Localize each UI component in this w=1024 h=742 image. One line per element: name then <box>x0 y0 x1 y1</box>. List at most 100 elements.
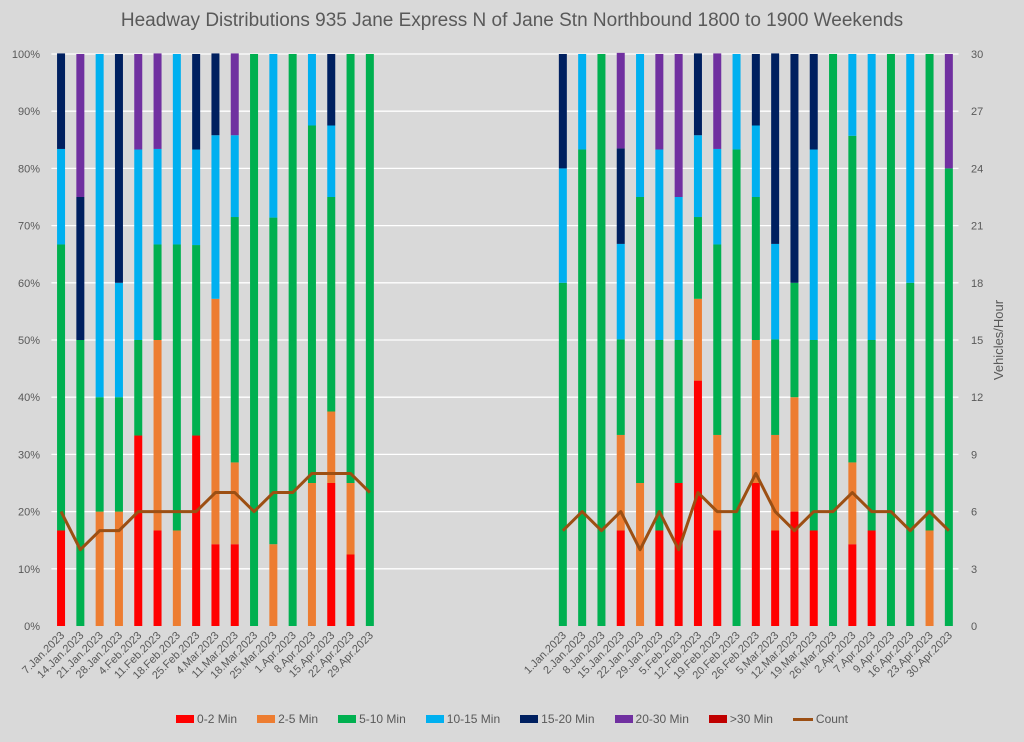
y2-tick-label: 12 <box>971 392 983 404</box>
bar-segment-0-2-min <box>57 530 66 626</box>
bar-segment-2-5-min <box>751 340 760 483</box>
bar-segment-5-10-min <box>269 217 278 545</box>
bar-segment-0-2-min <box>346 554 355 626</box>
bar-stack <box>616 52 625 626</box>
bar-segment-10-15-min <box>713 148 722 245</box>
y2-tick-label: 21 <box>971 221 983 233</box>
bar-segment-10-15-min <box>57 148 66 245</box>
bar-segment-5-10-min <box>288 54 297 626</box>
bar-segment-5-10-min <box>597 54 606 626</box>
bar-segment-5-10-min <box>867 340 876 531</box>
bar-stack <box>346 54 355 626</box>
y-tick-label: 90% <box>18 106 40 118</box>
bar-segment-20-30-min <box>134 54 143 150</box>
bar-stack <box>192 54 201 626</box>
legend: 0-2 Min 2-5 Min 5-10 Min 10-15 Min 15-20 Min… <box>0 712 1024 726</box>
bar-stack <box>558 54 567 626</box>
legend-label: 15-20 Min <box>541 712 595 726</box>
legend-item: >30 Min <box>708 712 773 726</box>
bar-segment-15-20-min <box>751 54 760 126</box>
legend-item: 20-30 Min <box>614 712 689 726</box>
bar-segment-2-5-min <box>636 483 645 626</box>
bar-segment-2-5-min <box>269 544 278 626</box>
bar-segment-0-2-min <box>230 544 239 626</box>
bar-segment-5-10-min <box>250 54 259 626</box>
bar-segment-10-15-min <box>558 168 567 283</box>
y-tick-label: 0% <box>24 621 40 633</box>
bar-segment-10-15-min <box>192 149 201 246</box>
bar-segment-2-5-min <box>616 434 625 531</box>
bar-segment-0-2-min <box>655 530 664 626</box>
bar-segment-10-15-min <box>307 54 316 126</box>
bar-stack <box>172 54 181 626</box>
bar-segment-10-15-min <box>578 54 587 150</box>
bar-segment-5-10-min <box>558 282 567 626</box>
bar-segment-2-5-min <box>713 434 722 531</box>
bar-segment-2-5-min <box>925 530 934 626</box>
bar-segment-5-10-min <box>809 340 818 531</box>
bar-segment-2-5-min <box>790 397 799 512</box>
y2-tick-label: 15 <box>971 335 983 347</box>
y-tick-label: 80% <box>18 163 40 175</box>
bar-segment-5-10-min <box>153 244 162 340</box>
bar-stack <box>771 53 780 626</box>
bar-segment-5-10-min <box>790 282 799 398</box>
bar-segment-10-15-min <box>172 54 181 245</box>
bar-stack <box>211 53 220 626</box>
bar-stack <box>288 54 297 626</box>
bar-segment-20-30-min <box>76 54 85 197</box>
legend-item: 0-2 Min <box>176 712 237 726</box>
bar-segment-5-10-min <box>713 244 722 435</box>
bar-segment-0-2-min <box>809 530 818 626</box>
bar-stack <box>790 54 799 626</box>
y-axis-ticks: 0% 10% 20% 30% 40% 50% 60% 70% 80% 90% 100% <box>12 49 40 633</box>
bar-segment-15-20-min <box>57 53 66 149</box>
y-tick-label: 60% <box>18 278 40 290</box>
bar-stack <box>114 54 123 626</box>
bar-stack <box>848 54 857 626</box>
y2-tick-label: 30 <box>971 49 983 61</box>
bar-stack <box>829 54 838 626</box>
bar-segment-0-2-min <box>192 435 201 626</box>
legend-label: 2-5 Min <box>278 712 319 726</box>
legend-label: 5-10 Min <box>359 712 406 726</box>
legend-swatch <box>176 715 195 723</box>
legend-swatch <box>338 715 357 723</box>
bar-stack <box>153 53 162 626</box>
bar-segment-10-15-min <box>114 282 123 398</box>
bar-segment-5-10-min <box>57 244 66 531</box>
bar-segment-2-5-min <box>114 511 123 626</box>
bar-segment-2-5-min <box>95 511 104 626</box>
bar-segment-5-10-min <box>944 168 953 626</box>
bar-stack <box>134 54 143 626</box>
bar-segment-10-15-min <box>732 54 741 150</box>
bar-segment-5-10-min <box>95 397 104 512</box>
y2-axis-ticks: 0 3 6 9 12 15 18 21 24 27 30 <box>971 49 983 633</box>
bar-segment-5-10-min <box>134 340 143 436</box>
bar-stack <box>95 54 104 626</box>
bar-segment-5-10-min <box>365 54 374 626</box>
bar-segment-10-15-min <box>327 125 336 197</box>
bar-stack <box>327 54 336 626</box>
bar-stack <box>57 53 66 626</box>
bar-segment-0-2-min <box>153 530 162 626</box>
bar-segment-20-30-min <box>674 54 683 197</box>
bar-segment-5-10-min <box>307 125 316 483</box>
y2-tick-label: 6 <box>971 507 977 519</box>
legend-item: 5-10 Min <box>338 712 406 726</box>
legend-label: Count <box>815 712 848 726</box>
bar-segment-5-10-min <box>732 149 741 627</box>
y2-axis-title: Vehicles/Hour <box>991 299 1006 380</box>
y2-tick-label: 0 <box>971 621 977 633</box>
bar-segment-0-2-min <box>211 544 220 626</box>
bar-segment-2-5-min <box>230 462 239 545</box>
bar-stack <box>597 54 606 626</box>
y-tick-label: 40% <box>18 392 40 404</box>
bar-segment-0-2-min <box>674 483 683 626</box>
y2-tick-label: 18 <box>971 278 983 290</box>
y2-tick-label: 27 <box>971 106 983 118</box>
y2-tick-label: 9 <box>971 449 977 461</box>
bar-stack <box>655 54 664 626</box>
bar-segment-15-20-min <box>558 54 567 169</box>
bar-segment-0-2-min <box>790 511 799 626</box>
